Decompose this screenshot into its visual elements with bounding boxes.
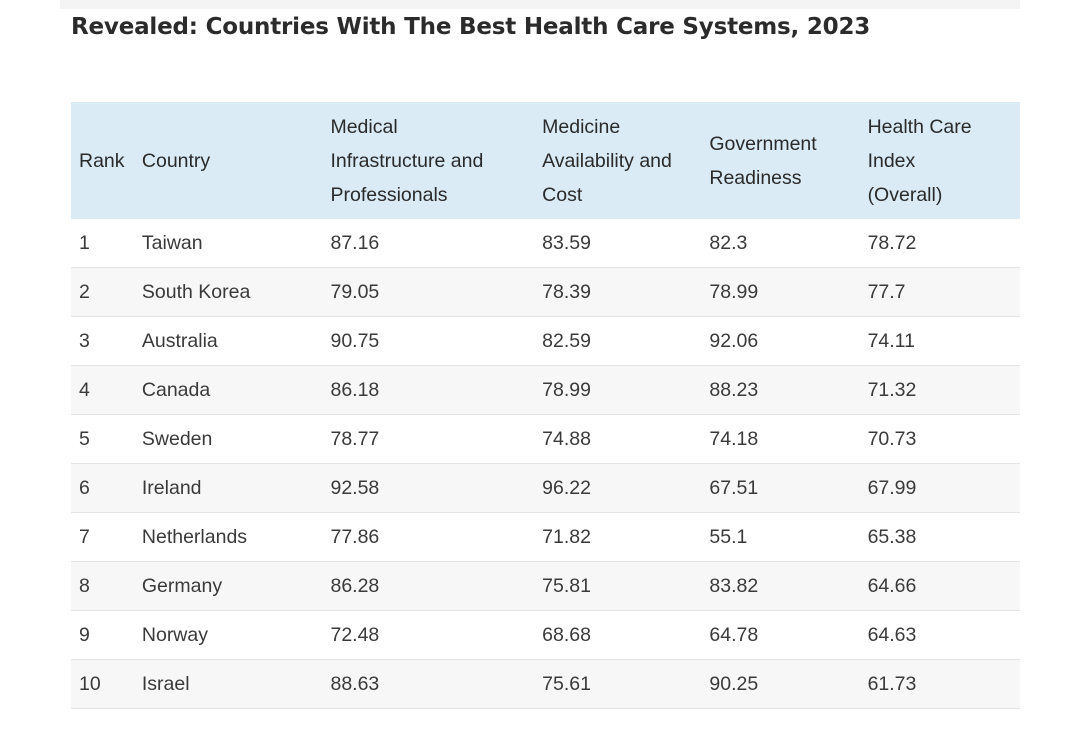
- cell-government-readiness: 78.99: [709, 280, 759, 303]
- cell-medicine-availability: 68.68: [542, 623, 591, 646]
- cell-health-care-index: 64.66: [867, 574, 917, 597]
- header-line: (Overall): [867, 183, 943, 206]
- header-line: Availability and: [542, 149, 672, 172]
- cell-country: Ireland: [141, 476, 202, 499]
- header-country: Country: [134, 102, 323, 219]
- cell-medical-infrastructure: 92.58: [330, 476, 380, 499]
- table-row: 3 Australia 90.75 82.59 92.06 74.11: [71, 316, 1020, 366]
- cell-health-care-index: 78.72: [867, 231, 917, 254]
- header-line: Index: [867, 149, 916, 172]
- header-line: Cost: [542, 183, 583, 206]
- cell-medical-infrastructure: 86.18: [330, 378, 380, 401]
- table-body: 1 Taiwan 87.16 83.59 82.3 78.72 2 South …: [71, 219, 1020, 709]
- cell-medical-infrastructure: 72.48: [330, 623, 380, 646]
- header-line: Medical: [330, 115, 398, 138]
- table-row: 8 Germany 86.28 75.81 83.82 64.66: [71, 561, 1020, 611]
- header-rank: Rank: [71, 102, 134, 219]
- header-row: Rank Country Medical Infrastructure and …: [71, 102, 1020, 219]
- cell-medicine-availability: 74.88: [542, 427, 591, 450]
- table-row: 7 Netherlands 77.86 71.82 55.1 65.38: [71, 512, 1020, 562]
- page-title: Revealed: Countries With The Best Health…: [71, 14, 871, 40]
- cell-government-readiness: 92.06: [709, 329, 759, 352]
- cell-rank: 10: [79, 672, 101, 695]
- header-rank-label: Rank: [79, 149, 125, 172]
- cell-country: Israel: [141, 672, 190, 695]
- header-medicine-availability: Medicine Availability and Cost: [534, 102, 701, 219]
- header-government-readiness: Government Readiness: [701, 102, 859, 219]
- cell-rank: 8: [79, 574, 90, 597]
- cell-rank: 7: [79, 525, 90, 548]
- header-line: Readiness: [709, 166, 802, 189]
- cell-medical-infrastructure: 90.75: [330, 329, 380, 352]
- cell-government-readiness: 82.3: [709, 231, 748, 254]
- cell-medical-infrastructure: 79.05: [330, 280, 380, 303]
- cell-government-readiness: 55.1: [709, 525, 748, 548]
- cell-country: Taiwan: [141, 231, 203, 254]
- cell-medical-infrastructure: 78.77: [330, 427, 380, 450]
- cell-health-care-index: 61.73: [867, 672, 917, 695]
- cell-health-care-index: 77.7: [867, 280, 906, 303]
- cell-medicine-availability: 78.99: [542, 378, 591, 401]
- cell-medicine-availability: 96.22: [542, 476, 591, 499]
- cell-rank: 5: [79, 427, 90, 450]
- header-country-label: Country: [141, 149, 211, 172]
- health-care-table-container: Rank Country Medical Infrastructure and …: [71, 102, 1020, 709]
- cell-medicine-availability: 82.59: [542, 329, 591, 352]
- cell-rank: 2: [79, 280, 90, 303]
- top-divider-strip: [60, 0, 1020, 9]
- cell-government-readiness: 74.18: [709, 427, 759, 450]
- health-care-ranking-table: Rank Country Medical Infrastructure and …: [71, 102, 1020, 709]
- cell-rank: 1: [79, 231, 90, 254]
- cell-medicine-availability: 83.59: [542, 231, 591, 254]
- header-medical-infrastructure: Medical Infrastructure and Professionals: [322, 102, 534, 219]
- header-line: Professionals: [330, 183, 448, 206]
- cell-medicine-availability: 71.82: [542, 525, 591, 548]
- table-row: 9 Norway 72.48 68.68 64.78 64.63: [71, 610, 1020, 660]
- cell-medical-infrastructure: 86.28: [330, 574, 380, 597]
- header-line: Infrastructure and: [330, 149, 484, 172]
- header-line: Government: [709, 132, 817, 155]
- cell-medicine-availability: 75.81: [542, 574, 591, 597]
- cell-government-readiness: 83.82: [709, 574, 759, 597]
- cell-health-care-index: 71.32: [867, 378, 917, 401]
- header-line: Health Care: [867, 115, 972, 138]
- cell-medical-infrastructure: 88.63: [330, 672, 380, 695]
- cell-health-care-index: 64.63: [867, 623, 917, 646]
- cell-country: Canada: [141, 378, 211, 401]
- header-line: Medicine: [542, 115, 621, 138]
- cell-country: Sweden: [141, 427, 213, 450]
- cell-government-readiness: 90.25: [709, 672, 759, 695]
- cell-medicine-availability: 75.61: [542, 672, 591, 695]
- header-health-care-index: Health Care Index (Overall): [860, 102, 1020, 219]
- cell-government-readiness: 64.78: [709, 623, 759, 646]
- cell-health-care-index: 74.11: [867, 329, 915, 352]
- cell-country: Australia: [141, 329, 218, 352]
- cell-health-care-index: 67.99: [867, 476, 917, 499]
- cell-country: South Korea: [141, 280, 251, 303]
- table-row: 2 South Korea 79.05 78.39 78.99 77.7: [71, 267, 1020, 317]
- table-row: 5 Sweden 78.77 74.88 74.18 70.73: [71, 414, 1020, 464]
- table-row: 10 Israel 88.63 75.61 90.25 61.73: [71, 659, 1020, 709]
- cell-country: Netherlands: [141, 525, 248, 548]
- cell-health-care-index: 70.73: [867, 427, 917, 450]
- table-row: 6 Ireland 92.58 96.22 67.51 67.99: [71, 463, 1020, 513]
- cell-government-readiness: 67.51: [709, 476, 759, 499]
- cell-rank: 4: [79, 378, 90, 401]
- cell-medicine-availability: 78.39: [542, 280, 591, 303]
- cell-rank: 6: [79, 476, 90, 499]
- cell-health-care-index: 65.38: [867, 525, 917, 548]
- cell-country: Germany: [141, 574, 223, 597]
- table-row: 1 Taiwan 87.16 83.59 82.3 78.72: [71, 219, 1020, 268]
- cell-rank: 9: [79, 623, 90, 646]
- cell-government-readiness: 88.23: [709, 378, 759, 401]
- table-header: Rank Country Medical Infrastructure and …: [71, 102, 1020, 219]
- cell-rank: 3: [79, 329, 90, 352]
- cell-medical-infrastructure: 77.86: [330, 525, 380, 548]
- cell-country: Norway: [141, 623, 208, 646]
- cell-medical-infrastructure: 87.16: [330, 231, 380, 254]
- table-row: 4 Canada 86.18 78.99 88.23 71.32: [71, 365, 1020, 415]
